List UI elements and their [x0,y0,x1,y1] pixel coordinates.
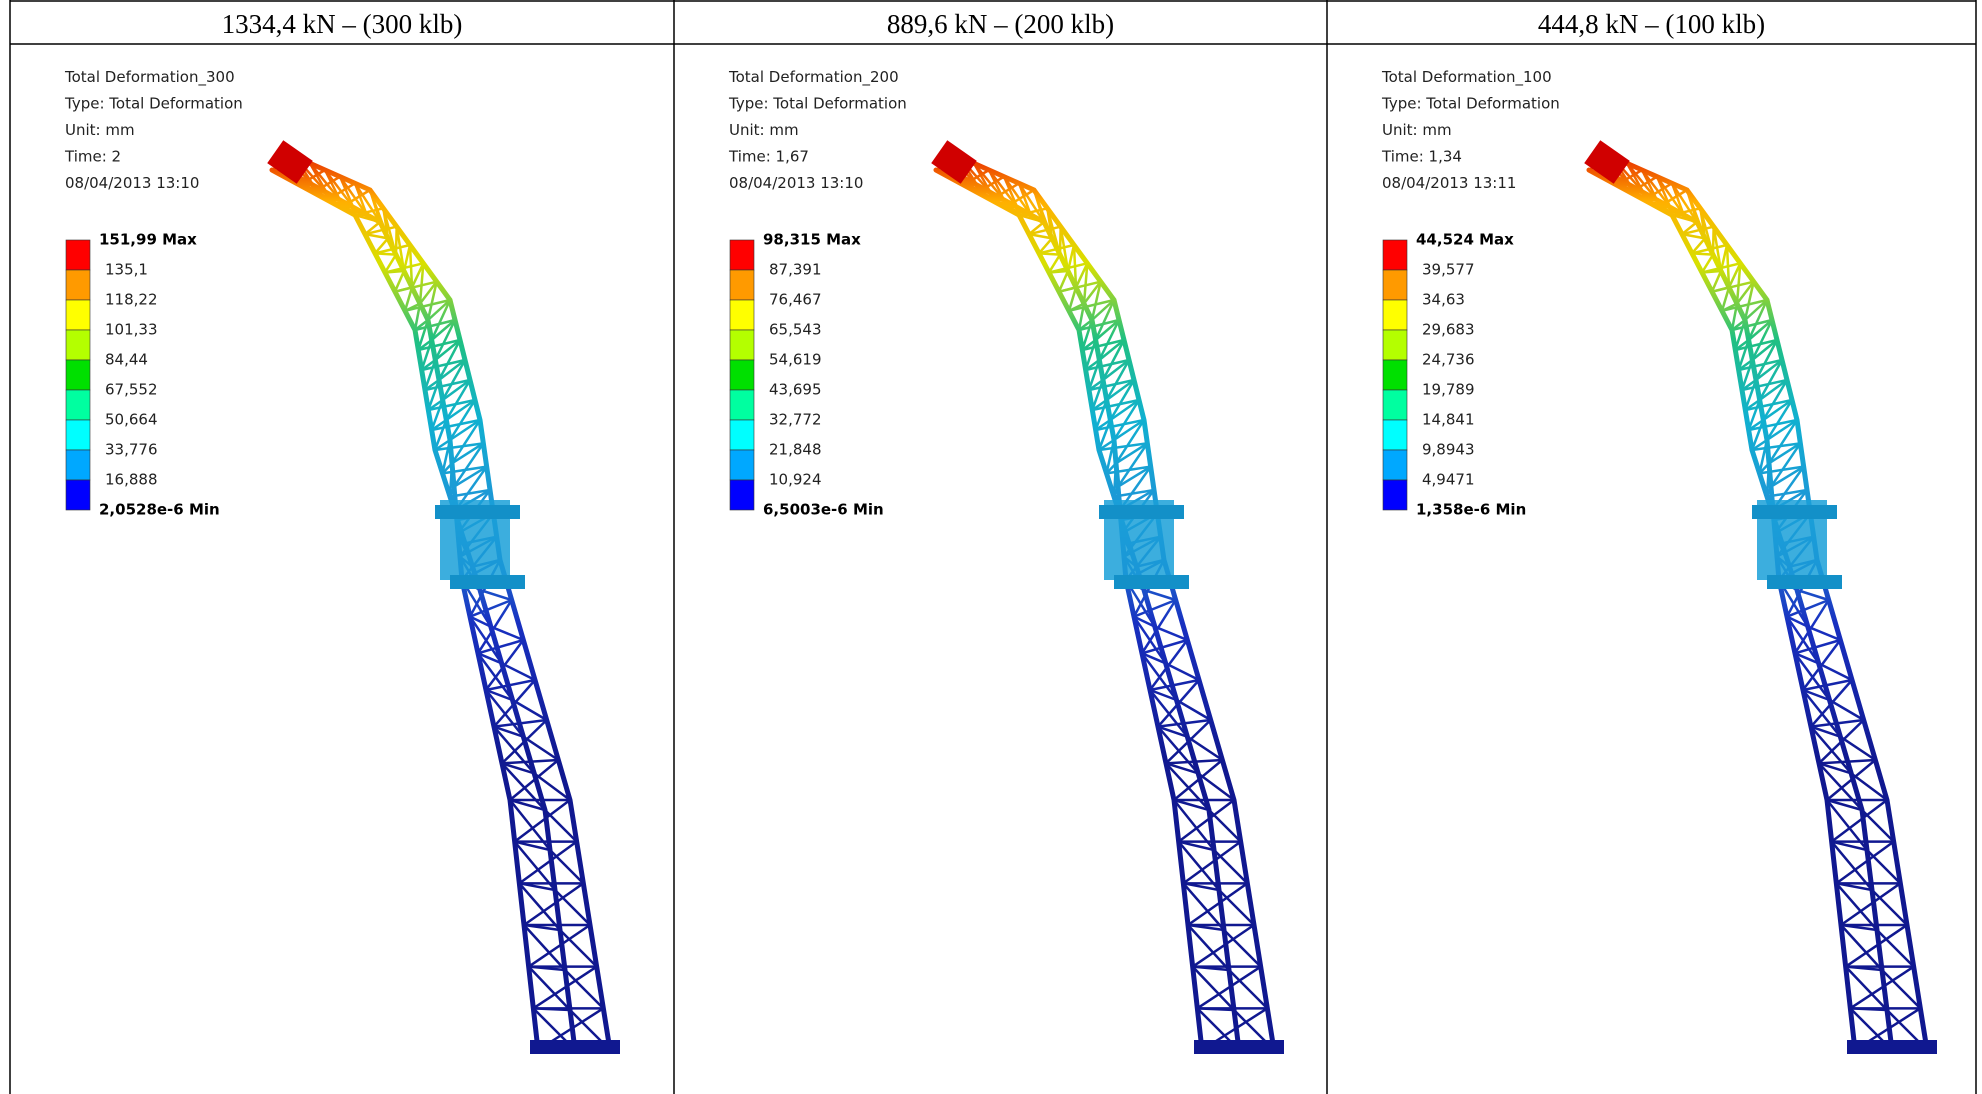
legend-label: 87,391 [769,261,822,279]
deformation-plot [931,140,1284,1054]
legend-band [1383,300,1407,330]
legend-band [1383,360,1407,390]
legend-label: 84,44 [105,351,148,369]
legend-label: 101,33 [105,321,158,339]
legend-band [66,480,90,510]
info-line: Total Deformation_200 [728,68,899,87]
column-header: 1334,4 kN – (300 klb) [222,9,463,39]
legend-label: 33,776 [105,441,158,459]
info-line: Total Deformation_300 [64,68,235,87]
legend-label: 14,841 [1422,411,1475,429]
legend-band [1383,390,1407,420]
info-line: Type: Total Deformation [728,95,907,113]
legend-label: 10,924 [769,471,822,489]
legend-band [1383,420,1407,450]
info-line: Unit: mm [729,121,799,139]
deformation-plot [267,140,620,1054]
legend-label: 34,63 [1422,291,1465,309]
legend-label: 54,619 [769,351,822,369]
info-line: 08/04/2013 13:10 [65,174,199,192]
legend-label: 6,5003e-6 Min [763,501,884,519]
info-line: 08/04/2013 13:11 [1382,174,1516,192]
legend-band [1383,450,1407,480]
legend-label: 32,772 [769,411,822,429]
legend-label: 9,8943 [1422,441,1475,459]
result-panel: 1334,4 kN – (300 klb) Total Deformation_3… [64,9,620,1054]
legend-band [730,390,754,420]
column-header: 444,8 kN – (100 klb) [1538,9,1765,39]
legend-band [66,240,90,270]
legend-label: 24,736 [1422,351,1475,369]
legend-label: 2,0528e-6 Min [99,501,220,519]
info-line: Unit: mm [1382,121,1452,139]
legend-band [66,360,90,390]
info-line: Time: 2 [64,148,121,166]
column-header: 889,6 kN – (200 klb) [887,9,1114,39]
info-line: Type: Total Deformation [64,95,243,113]
legend-label: 65,543 [769,321,822,339]
legend-band [66,450,90,480]
legend-label: 43,695 [769,381,822,399]
legend-band [66,330,90,360]
legend-label: 4,9471 [1422,471,1475,489]
results-table: 1334,4 kN – (300 klb) Total Deformation_3… [0,0,1982,1094]
info-line: Total Deformation_100 [1381,68,1552,87]
legend-band [1383,480,1407,510]
legend-label: 118,22 [105,291,158,309]
legend-label: 151,99 Max [99,231,197,249]
result-panel: 444,8 kN – (100 klb) Total Deformation_10… [1381,9,1937,1054]
legend-band [66,300,90,330]
legend-band [730,480,754,510]
legend-label: 76,467 [769,291,822,309]
info-line: Time: 1,34 [1381,148,1462,166]
legend-band [730,360,754,390]
info-line: Type: Total Deformation [1381,95,1560,113]
legend-label: 135,1 [105,261,148,279]
info-line: 08/04/2013 13:10 [729,174,863,192]
page: 1334,4 kN – (300 klb) Total Deformation_3… [0,0,1982,1094]
legend-band [1383,240,1407,270]
legend-label: 39,577 [1422,261,1475,279]
legend-label: 98,315 Max [763,231,861,249]
deformation-plot [1584,140,1937,1054]
legend-label: 1,358e-6 Min [1416,501,1526,519]
result-panel: 889,6 kN – (200 klb) Total Deformation_20… [728,9,1284,1054]
legend-label: 50,664 [105,411,158,429]
legend-label: 19,789 [1422,381,1475,399]
legend-band [730,330,754,360]
legend-band [730,270,754,300]
legend-band [730,300,754,330]
legend-band [66,390,90,420]
legend-band [1383,270,1407,300]
legend-band [730,450,754,480]
legend-label: 44,524 Max [1416,231,1514,249]
legend-band [66,420,90,450]
info-line: Unit: mm [65,121,135,139]
legend-label: 16,888 [105,471,158,489]
legend-label: 67,552 [105,381,158,399]
info-line: Time: 1,67 [728,148,809,166]
legend-label: 29,683 [1422,321,1475,339]
legend-band [1383,330,1407,360]
legend-label: 21,848 [769,441,822,459]
legend-band [730,240,754,270]
legend-band [730,420,754,450]
legend-band [66,270,90,300]
